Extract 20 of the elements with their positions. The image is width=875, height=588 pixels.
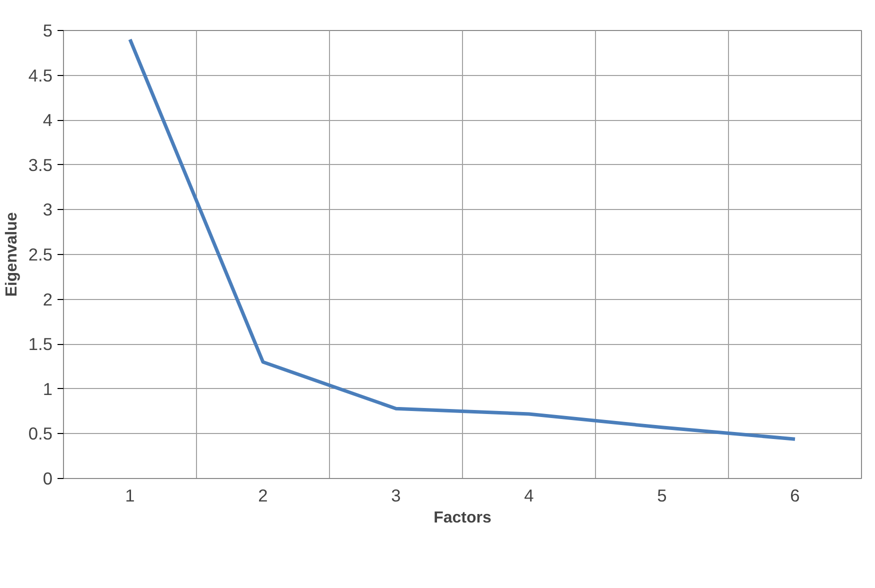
x-tick-label: 5 <box>657 486 667 506</box>
y-tick-label: 4 <box>42 110 53 130</box>
y-tick-label: 3 <box>42 200 53 220</box>
y-tick-label: 5 <box>42 20 53 40</box>
x-axis-title: Factors <box>434 510 492 526</box>
y-tick-label: 1.5 <box>28 334 53 354</box>
y-tick-label: 0.5 <box>28 424 53 444</box>
y-tick-label: 3.5 <box>28 154 53 175</box>
x-tick-label: 3 <box>391 486 401 506</box>
y-tick-label: 4.5 <box>28 65 53 86</box>
line-series <box>128 38 797 441</box>
x-tick-label: 4 <box>524 486 534 506</box>
y-tick-label: 1 <box>42 378 53 399</box>
x-tick-label: 1 <box>125 486 135 506</box>
y-tick-label: 2 <box>42 289 53 310</box>
y-tick-label: 0 <box>42 468 53 488</box>
x-tick-label: 2 <box>258 486 268 506</box>
y-tick-label: 2.5 <box>28 244 53 264</box>
x-tick-label: 6 <box>790 486 800 506</box>
y-axis-title: Eigenvalue <box>3 212 20 297</box>
